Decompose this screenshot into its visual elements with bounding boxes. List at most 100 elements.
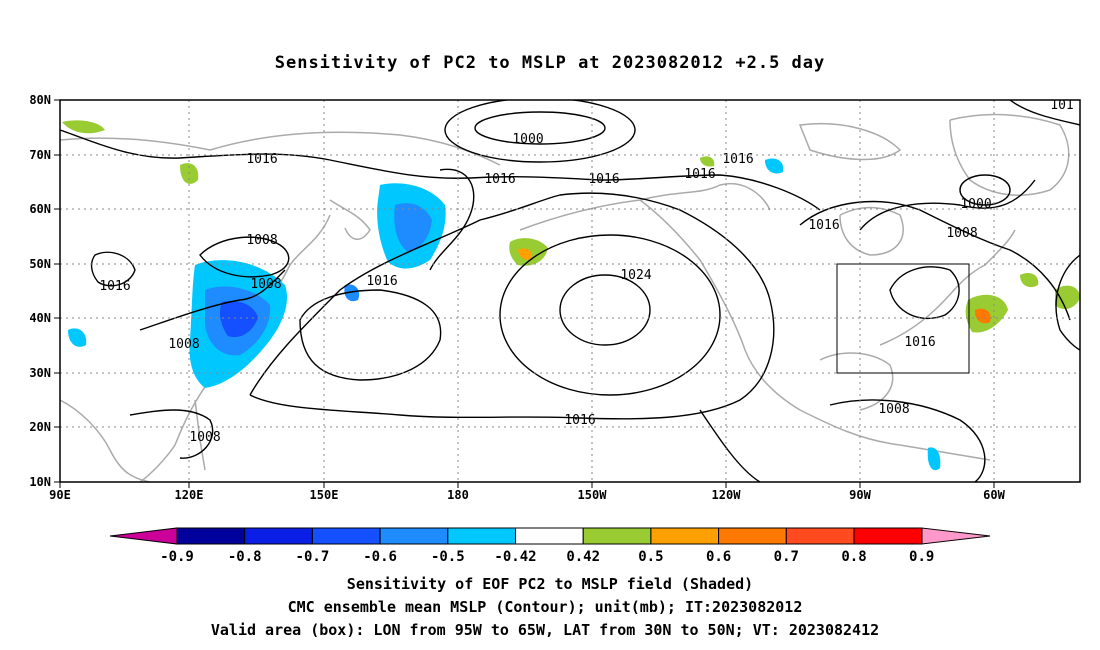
contour-1016-sw (699, 409, 761, 482)
colorbar-swatch (582, 527, 652, 545)
lon-tick-label: 150E (310, 488, 339, 502)
lat-tick-label: 50N (29, 257, 51, 271)
contour-label: 1024 (620, 268, 651, 283)
colorbar-swatch (311, 527, 381, 545)
colorbar-tick-label: 0.9 (909, 549, 934, 565)
coastline-asia-north (60, 131, 501, 166)
contour-label: 101 (1050, 98, 1073, 113)
contour-label: 1008 (250, 277, 281, 292)
shade-positive-bering-core (518, 248, 533, 260)
coastline-gulf-of-mexico (819, 352, 894, 411)
colorbar-low-arrow (109, 527, 178, 545)
contour-1008-asia (199, 236, 290, 278)
colorbar-tick-label: 0.8 (841, 549, 866, 565)
contour-label: 1016 (246, 152, 277, 167)
colorbar-tick-label: -0.6 (363, 549, 397, 565)
contour-low-arctic-outer (444, 100, 636, 163)
colorbar-labels: -0.9 -0.8 -0.7 -0.6 -0.5 -0.42 0.42 0.5 0.6 0.7 0.… (160, 549, 934, 565)
shade-negative-caribbean (927, 447, 941, 471)
contour-1008-japan (139, 269, 286, 331)
lon-tick-label: 120W (712, 488, 742, 502)
colorbar-tick-label: -0.9 (160, 549, 194, 565)
caption-line: CMC ensemble mean MSLP (Contour); unit(m… (288, 598, 803, 616)
colorbar-swatch (244, 527, 313, 545)
latitude-labels: 80N 70N 60N 50N 40N 30N 20N 10N (29, 93, 51, 489)
colorbar-tick-label: 0.7 (774, 549, 799, 565)
contour-label: 1016 (684, 167, 715, 182)
colorbar-tick-label: 0.6 (706, 549, 731, 565)
longitude-axis (59, 482, 995, 488)
contour-label: 1016 (722, 152, 753, 167)
lat-tick-label: 10N (29, 475, 51, 489)
map-panel: 1000 1016 1016 1016 1016 1016 1008 1016 … (29, 93, 1081, 502)
coastline-north-america-east (879, 229, 1016, 346)
coastline-kamchatka (329, 199, 371, 240)
contour-1016-pacific-west (299, 289, 442, 381)
contour-1024-high (559, 274, 651, 346)
coastline-alaska (519, 183, 771, 231)
lon-tick-label: 60W (983, 488, 1005, 502)
contour-label: 1016 (366, 274, 397, 289)
colorbar-high-arrow (921, 527, 991, 545)
shade-negative-pacific-small (344, 284, 360, 302)
colorbar-swatch (176, 527, 246, 545)
colorbar-tick-label: 0.42 (566, 549, 600, 565)
mslp-contours (60, 100, 1080, 482)
lat-tick-label: 70N (29, 148, 51, 162)
coastline-india-se-asia (60, 399, 151, 482)
coastline-greenland (949, 113, 1070, 196)
colorbar-swatch (718, 527, 787, 545)
contour-label: 1008 (946, 226, 977, 241)
caption-line: Valid area (box): LON from 95W to 65W, L… (211, 621, 879, 639)
contour-1000-greenland (959, 174, 1011, 206)
contour-label: 1008 (246, 233, 277, 248)
contour-label: 1008 (189, 430, 220, 445)
caption-line: Sensitivity of EOF PC2 to MSLP field (Sh… (347, 575, 753, 593)
contour-1016-asia (90, 251, 136, 287)
valid-area-box (836, 263, 970, 374)
contour-1016-na (799, 200, 1071, 321)
longitude-labels: 90E 120E 150E 180 150W 120W 90W 60W (49, 488, 1005, 502)
contour-label: 1016 (564, 413, 595, 428)
contour-1008-ne-pacific (429, 168, 475, 271)
map-border (59, 99, 1081, 483)
gridlines (60, 100, 1080, 482)
contour-label: 1000 (512, 132, 543, 147)
lon-tick-label: 150W (578, 488, 608, 502)
contour-1008-greenland (859, 179, 1036, 231)
shade-positive-atlantic-north (1020, 273, 1039, 288)
latitude-axis (54, 99, 60, 483)
colorbar-swatch (447, 527, 516, 545)
lat-tick-label: 30N (29, 366, 51, 380)
shade-positive-atlantic-east (1055, 285, 1080, 310)
contour-1016-north (60, 129, 821, 211)
contour-label: 1016 (99, 279, 130, 294)
shade-negative-hudson (765, 158, 784, 174)
contour-1016-high (499, 234, 721, 396)
colorbar-swatch (379, 527, 449, 545)
lon-tick-label: 90W (849, 488, 871, 502)
contour-label: 1016 (904, 335, 935, 350)
contour-label: 1008 (168, 337, 199, 352)
colorbar-tick-label: -0.42 (494, 549, 536, 565)
shade-positive-atlantic-west-core (974, 308, 991, 324)
colorbar-swatch (853, 527, 923, 545)
lat-tick-label: 40N (29, 311, 51, 325)
contour-label: 1016 (588, 172, 619, 187)
contour-label: 1000 (960, 197, 991, 212)
contour-label: 1016 (484, 172, 515, 187)
colorbar-swatch (515, 527, 584, 545)
coastline-hudson-bay (839, 206, 904, 256)
colorbar-tick-label: -0.7 (296, 549, 330, 565)
contour-labels: 1000 1016 1016 1016 1016 1016 1008 1016 … (99, 98, 1073, 445)
colorbar-boxes (176, 527, 923, 545)
shade-negative-east-china (68, 328, 87, 347)
contour-1016-pacific-big (249, 192, 775, 420)
lon-tick-label: 180 (447, 488, 469, 502)
coastline-arctic-islands (798, 122, 902, 161)
contour-label: 1008 (878, 402, 909, 417)
colorbar-tick-label: 0.5 (638, 549, 663, 565)
figure-title: Sensitivity of PC2 to MSLP at 2023082012… (275, 53, 826, 73)
colorbar-tick-label: -0.8 (228, 549, 262, 565)
